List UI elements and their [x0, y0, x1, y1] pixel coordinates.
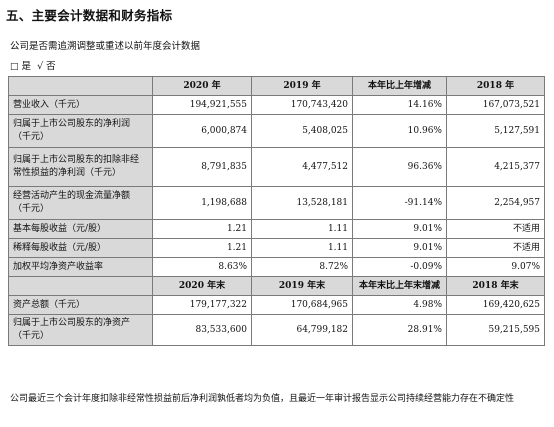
- no-checkmark-icon: √: [37, 61, 44, 72]
- table-cell: 1.11: [251, 219, 353, 239]
- table-cell: 2,254,957: [446, 186, 545, 220]
- header-cell: 本年末比上年末增减: [352, 276, 447, 296]
- table-cell: 4,215,377: [446, 147, 545, 187]
- table-subheader-row: 2020 年末 2019 年末 本年末比上年末增减 2018 年末: [8, 276, 545, 296]
- table-cell: 83,533,600: [152, 314, 252, 346]
- restatement-answer: □ 是 √ 否: [10, 58, 59, 72]
- header-cell: 2020 年末: [152, 276, 252, 296]
- row-label: 归属于上市公司股东的净资产 （千元）: [8, 314, 153, 346]
- yes-checkbox: □: [10, 62, 19, 72]
- table-row: 资产总额（千元） 179,177,322 170,684,965 4.98% 1…: [8, 295, 545, 315]
- header-cell: 2020 年: [152, 76, 252, 96]
- table-cell: 59,215,595: [446, 314, 545, 346]
- table-cell: 13,528,181: [251, 186, 353, 220]
- table-row: 基本每股收益（元/股） 1.21 1.11 9.01% 不适用: [8, 219, 545, 239]
- financial-indicators-table: 2020 年 2019 年 本年比上年增减 2018 年 营业收入（千元） 19…: [8, 76, 545, 346]
- no-label: 否: [46, 61, 56, 72]
- table-cell: 64,799,182: [251, 314, 353, 346]
- table-cell: 8.63%: [152, 257, 252, 277]
- table-cell: 169,420,625: [446, 295, 545, 315]
- table-cell: 不适用: [446, 219, 545, 239]
- row-label: 归属于上市公司股东的扣除非经 常性损益的净利润（千元）: [8, 147, 153, 187]
- row-label: 归属于上市公司股东的净利润 （千元）: [8, 114, 153, 148]
- table-cell: 1.21: [152, 238, 252, 258]
- header-cell: 2019 年: [251, 76, 353, 96]
- table-cell: 5,127,591: [446, 114, 545, 148]
- table-cell: 8,791,835: [152, 147, 252, 187]
- table-cell: 4,477,512: [251, 147, 353, 187]
- table-cell: 10.96%: [352, 114, 447, 148]
- table-row: 营业收入（千元） 194,921,555 170,743,420 14.16% …: [8, 95, 545, 115]
- table-cell: 170,743,420: [251, 95, 353, 115]
- table-cell: 194,921,555: [152, 95, 252, 115]
- header-cell: 2019 年末: [251, 276, 353, 296]
- row-label: 营业收入（千元）: [8, 95, 153, 115]
- footnote: 公司最近三个会计年度扣除非经常性损益前后净利润孰低者均为负值，且最近一年审计报告…: [10, 394, 515, 404]
- table-cell: 5,408,025: [251, 114, 353, 148]
- header-cell: 2018 年: [446, 76, 545, 96]
- table-cell: 1,198,688: [152, 186, 252, 220]
- yes-label: 是: [21, 61, 32, 72]
- table-cell: 96.36%: [352, 147, 447, 187]
- row-label: 资产总额（千元）: [8, 295, 153, 315]
- header-cell: 本年比上年增减: [352, 76, 447, 96]
- restatement-question: 公司是否需追溯调整或重述以前年度会计数据: [10, 41, 201, 52]
- row-label: 稀释每股收益（元/股）: [8, 238, 153, 258]
- table-cell: 9.07%: [446, 257, 545, 277]
- section-title: 五、主要会计数据和财务指标: [6, 8, 173, 23]
- table-cell: -0.09%: [352, 257, 447, 277]
- table-cell: 170,684,965: [251, 295, 353, 315]
- table-header-row: 2020 年 2019 年 本年比上年增减 2018 年: [8, 76, 545, 96]
- table-cell: 167,073,521: [446, 95, 545, 115]
- row-label: 经营活动产生的现金流量净额 （千元）: [8, 186, 153, 220]
- table-cell: 6,000,874: [152, 114, 252, 148]
- header-cell: [8, 276, 153, 296]
- table-row: 归属于上市公司股东的净资产 （千元） 83,533,600 64,799,182 …: [8, 314, 545, 346]
- table-row: 归属于上市公司股东的净利润 （千元） 6,000,874 5,408,025 10…: [8, 114, 545, 148]
- table-cell: 28.91%: [352, 314, 447, 346]
- table-cell: 9.01%: [352, 219, 447, 239]
- table-cell: 8.72%: [251, 257, 353, 277]
- table-cell: 179,177,322: [152, 295, 252, 315]
- table-cell: -91.14%: [352, 186, 447, 220]
- table-cell: 不适用: [446, 238, 545, 258]
- table-row: 经营活动产生的现金流量净额 （千元） 1,198,688 13,528,181 -…: [8, 186, 545, 220]
- table-row: 加权平均净资产收益率 8.63% 8.72% -0.09% 9.07%: [8, 257, 545, 277]
- row-label: 加权平均净资产收益率: [8, 257, 153, 277]
- table-cell: 9.01%: [352, 238, 447, 258]
- row-label: 基本每股收益（元/股）: [8, 219, 153, 239]
- header-cell: [8, 76, 153, 96]
- table-cell: 1.21: [152, 219, 252, 239]
- table-cell: 4.98%: [352, 295, 447, 315]
- table-row: 稀释每股收益（元/股） 1.21 1.11 9.01% 不适用: [8, 238, 545, 258]
- table-cell: 14.16%: [352, 95, 447, 115]
- table-cell: 1.11: [251, 238, 353, 258]
- header-cell: 2018 年末: [446, 276, 545, 296]
- table-row: 归属于上市公司股东的扣除非经 常性损益的净利润（千元） 8,791,835 4,4…: [8, 147, 545, 187]
